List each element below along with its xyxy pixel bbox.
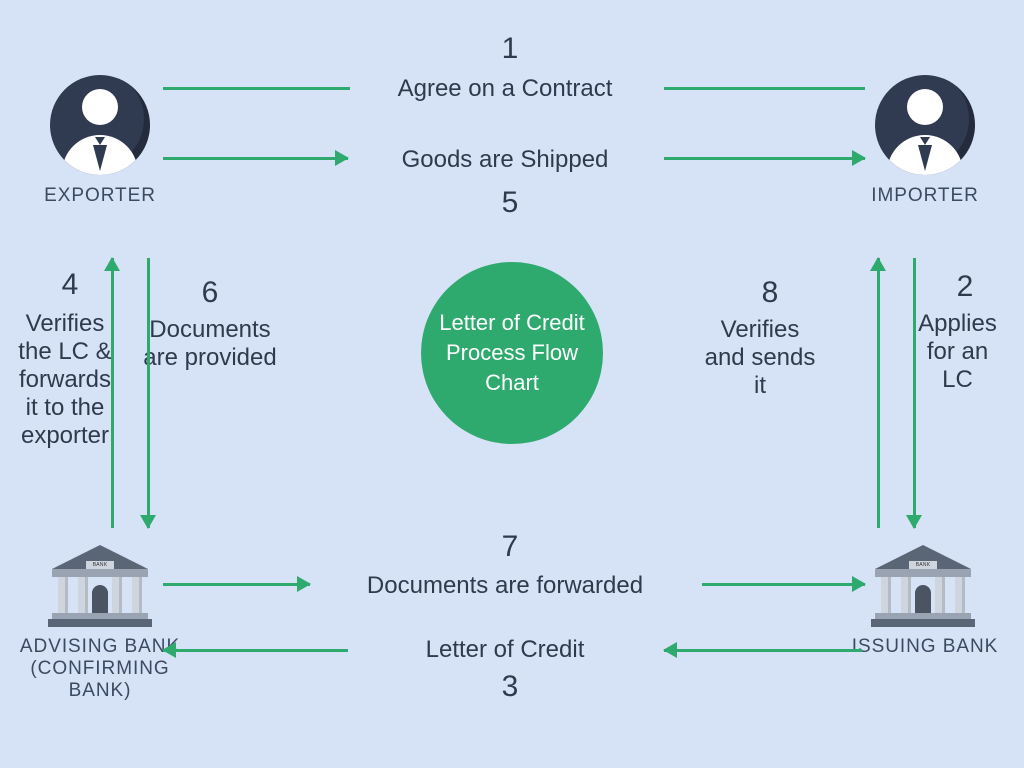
issuing-bank-label: ISSUING BANK bbox=[845, 636, 1005, 658]
lc-flowchart: Letter of Credit Process Flow Chart EXPO… bbox=[0, 0, 1024, 768]
person-icon bbox=[875, 75, 975, 175]
step3-num: 3 bbox=[450, 670, 570, 704]
step5-text: Goods are Shipped bbox=[355, 146, 655, 174]
step7-text: Documents are forwarded bbox=[320, 572, 690, 600]
advising-bank-node: BANK bbox=[52, 545, 148, 627]
step5-num: 5 bbox=[450, 186, 570, 220]
person-icon bbox=[50, 75, 150, 175]
bank-icon: BANK bbox=[875, 545, 971, 627]
step2-text: Applies for an LC bbox=[910, 310, 1005, 394]
step4-num: 4 bbox=[50, 268, 90, 302]
step8-num: 8 bbox=[740, 276, 800, 310]
step6-num: 6 bbox=[190, 276, 230, 310]
step1-text: Agree on a Contract bbox=[355, 75, 655, 103]
step3-text: Letter of Credit bbox=[355, 636, 655, 664]
bank-icon: BANK bbox=[52, 545, 148, 627]
step1-num: 1 bbox=[450, 32, 570, 66]
issuing-bank-node: BANK bbox=[875, 545, 971, 627]
step2-num: 2 bbox=[935, 270, 995, 304]
exporter-node bbox=[50, 75, 150, 175]
step6-text: Documents are provided bbox=[140, 316, 280, 372]
step8-text: Verifies and sends it bbox=[700, 316, 820, 400]
center-title: Letter of Credit Process Flow Chart bbox=[421, 290, 603, 415]
importer-label: IMPORTER bbox=[855, 185, 995, 207]
step4-text: Verifies the LC & forwards it to the exp… bbox=[10, 310, 120, 450]
center-circle: Letter of Credit Process Flow Chart bbox=[421, 262, 603, 444]
exporter-label: EXPORTER bbox=[30, 185, 170, 207]
step7-num: 7 bbox=[450, 530, 570, 564]
importer-node bbox=[875, 75, 975, 175]
